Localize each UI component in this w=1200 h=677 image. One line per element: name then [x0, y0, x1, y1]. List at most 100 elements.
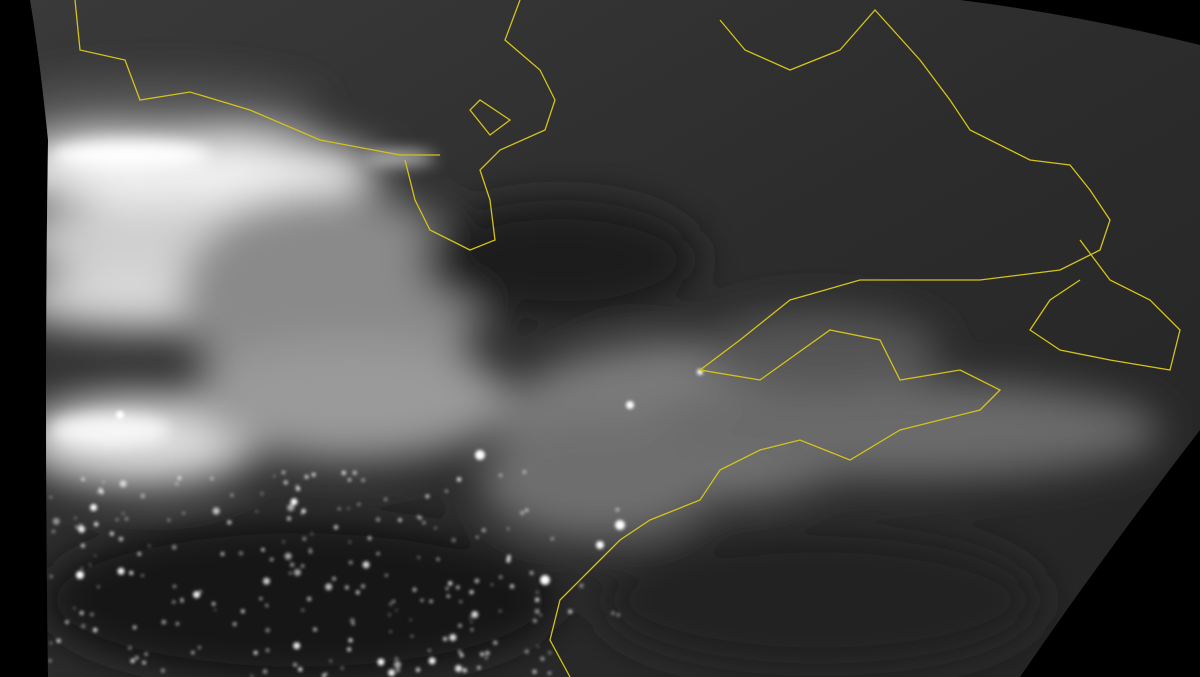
city-light: [293, 662, 297, 667]
city-light: [445, 586, 449, 590]
city-light: [289, 572, 292, 575]
city-light: [290, 498, 298, 506]
city-light: [81, 477, 85, 481]
city-light: [388, 613, 391, 617]
city-light: [310, 532, 314, 536]
city-light: [524, 649, 529, 654]
city-light: [220, 552, 225, 556]
city-light: [81, 624, 86, 628]
city-light: [568, 609, 573, 614]
city-light: [172, 600, 176, 604]
city-light: [377, 658, 385, 666]
city-light: [311, 472, 316, 477]
city-light: [550, 537, 554, 541]
city-light: [129, 571, 134, 575]
city-light: [410, 635, 414, 638]
city-light: [293, 642, 301, 650]
city-light-major: [626, 401, 634, 409]
city-light: [74, 516, 77, 520]
coastline-great-lakes: [74, 0, 440, 156]
city-light: [443, 636, 448, 641]
city-light: [238, 551, 243, 556]
city-light: [347, 507, 350, 510]
city-light: [616, 613, 621, 617]
city-light: [262, 669, 268, 674]
city-light: [357, 502, 361, 506]
city-light: [284, 552, 292, 560]
city-light: [376, 517, 380, 522]
city-light: [409, 618, 412, 621]
city-light: [167, 518, 171, 522]
city-light: [230, 493, 234, 497]
city-light: [49, 496, 52, 499]
city-light: [451, 538, 456, 542]
city-light: [481, 528, 486, 533]
city-light: [348, 638, 353, 643]
city-light: [395, 608, 398, 611]
city-light-major: [596, 541, 604, 549]
city-light: [445, 489, 448, 493]
city-light: [449, 634, 457, 642]
city-light: [94, 554, 97, 557]
city-light: [470, 628, 474, 632]
city-light: [529, 571, 534, 575]
city-light: [81, 543, 85, 548]
city-light: [547, 671, 551, 675]
city-light: [548, 651, 552, 654]
city-light: [301, 564, 305, 568]
city-light: [384, 497, 388, 501]
city-light: [455, 664, 463, 672]
city-light: [301, 508, 306, 514]
city-light: [536, 645, 539, 648]
city-light: [180, 599, 184, 603]
city-light: [341, 470, 346, 475]
city-light: [362, 561, 370, 569]
city-light: [255, 510, 258, 513]
city-light: [212, 507, 220, 515]
city-light: [282, 540, 285, 544]
city-light: [340, 666, 344, 670]
city-light-major: [615, 520, 625, 530]
coastline-maritimes: [549, 329, 1002, 677]
city-light: [522, 470, 527, 474]
city-light: [446, 594, 450, 598]
city-light: [75, 526, 79, 529]
city-light: [456, 477, 462, 482]
coastlines: [74, 0, 1181, 677]
city-light: [417, 556, 421, 559]
city-light: [90, 612, 94, 617]
city-light: [313, 627, 317, 632]
city-light: [456, 585, 460, 590]
city-light: [56, 638, 61, 643]
city-light: [506, 558, 511, 563]
city-light: [415, 667, 421, 672]
coastline-labrador: [699, 9, 1111, 371]
city-light: [355, 590, 360, 595]
city-light: [345, 585, 349, 590]
city-light: [474, 578, 479, 583]
city-light: [462, 668, 467, 673]
city-light: [125, 517, 128, 521]
city-light: [286, 516, 292, 521]
city-light: [471, 610, 479, 618]
city-light: [148, 544, 151, 548]
city-light: [130, 658, 135, 663]
city-light: [480, 652, 484, 657]
city-light: [49, 575, 53, 578]
city-light: [259, 597, 263, 601]
city-light: [376, 552, 380, 556]
city-light: [535, 597, 540, 602]
city-light: [90, 504, 98, 512]
city-light: [193, 591, 201, 599]
city-light: [395, 668, 401, 673]
city-light: [78, 525, 86, 533]
city-light: [428, 649, 431, 652]
city-light: [263, 577, 271, 585]
city-light: [65, 620, 69, 624]
city-light: [265, 628, 270, 633]
city-light: [118, 536, 124, 542]
city-light: [295, 485, 299, 488]
city-light: [533, 618, 537, 623]
city-light: [361, 584, 365, 589]
